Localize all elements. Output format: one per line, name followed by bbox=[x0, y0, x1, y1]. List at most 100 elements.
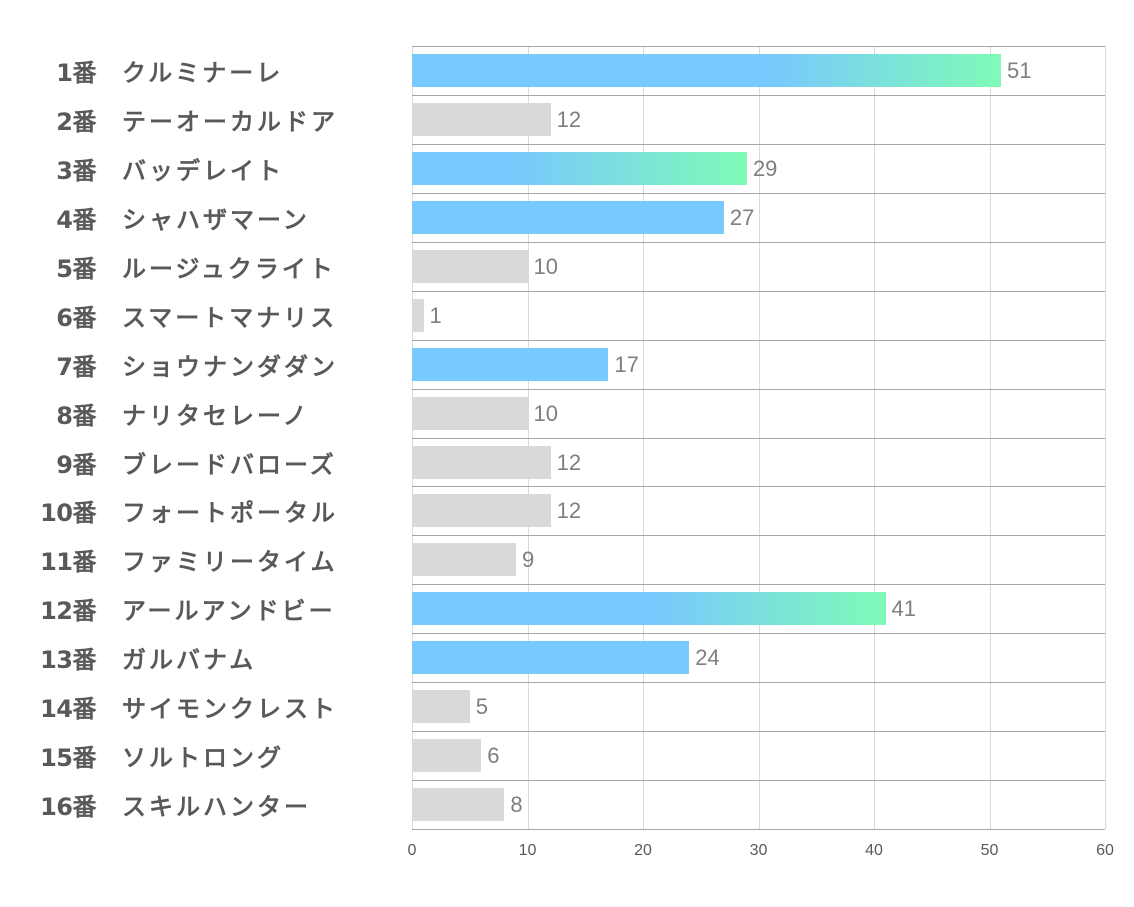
category-label: 1番 クルミナーレ bbox=[0, 46, 283, 95]
horse-number: 1番 bbox=[56, 59, 96, 87]
value-label: 41 bbox=[891, 596, 917, 622]
bar bbox=[412, 396, 528, 430]
row-separator bbox=[412, 46, 1105, 47]
horse-name: ファミリータイム bbox=[122, 548, 338, 577]
category-label: 7番 ショウナンダダン bbox=[0, 340, 338, 389]
category-label: 14番 サイモンクレスト bbox=[0, 682, 338, 731]
value-label: 10 bbox=[533, 253, 558, 279]
bar bbox=[412, 445, 551, 479]
bar bbox=[412, 347, 609, 381]
horse-name: テーオーカルドア bbox=[122, 107, 338, 136]
bar bbox=[412, 690, 470, 724]
horse-name: スキルハンター bbox=[122, 793, 311, 822]
bar bbox=[412, 200, 724, 234]
horse-name: ショウナンダダン bbox=[122, 352, 338, 381]
horse-name: フォートポータル bbox=[122, 499, 338, 528]
bar bbox=[412, 54, 1002, 87]
bar bbox=[412, 788, 505, 822]
horse-number: 7番 bbox=[56, 352, 96, 381]
row-separator bbox=[412, 388, 1105, 390]
horse-name: ガルバナム bbox=[122, 646, 257, 675]
gridline bbox=[874, 46, 875, 829]
category-label: 3番 バッデレイト bbox=[0, 144, 284, 193]
horse-name: ルージュクライト bbox=[122, 254, 336, 283]
value-label: 27 bbox=[729, 204, 755, 230]
horse-number: 2番 bbox=[56, 107, 96, 136]
bar bbox=[412, 494, 551, 528]
row-separator bbox=[412, 584, 1105, 586]
horse-name: バッデレイト bbox=[122, 156, 284, 185]
row-separator bbox=[412, 339, 1105, 341]
x-tick-label: 60 bbox=[1096, 842, 1114, 859]
row-separator bbox=[412, 682, 1105, 684]
horse-number: 3番 bbox=[56, 156, 96, 185]
gridline bbox=[527, 46, 529, 829]
gridline bbox=[989, 46, 991, 829]
row-separator bbox=[412, 143, 1105, 145]
row-separator bbox=[412, 290, 1105, 292]
horse-number: 14番 bbox=[40, 695, 96, 724]
row-separator bbox=[412, 829, 1105, 831]
value-label: 12 bbox=[556, 106, 582, 132]
value-label: 29 bbox=[752, 155, 778, 181]
x-tick-label: 10 bbox=[518, 842, 537, 859]
horse-name: クルミナーレ bbox=[122, 59, 284, 87]
value-label: 6 bbox=[487, 743, 500, 769]
gridline bbox=[1105, 46, 1106, 829]
bar bbox=[412, 151, 747, 185]
category-label: 4番 シャハザマーン bbox=[0, 193, 310, 242]
horse-name: ナリタセレーノ bbox=[122, 401, 310, 430]
bar bbox=[412, 592, 886, 626]
row-separator bbox=[412, 437, 1105, 439]
x-tick-label: 0 bbox=[407, 842, 417, 859]
bar bbox=[412, 543, 516, 577]
row-separator bbox=[412, 633, 1105, 635]
horse-number: 11番 bbox=[40, 548, 96, 577]
plot-area bbox=[412, 46, 1106, 831]
row-separator bbox=[412, 535, 1105, 537]
category-label: 10番 フォートポータル bbox=[0, 486, 338, 535]
row-separator bbox=[412, 486, 1105, 488]
bar bbox=[412, 641, 690, 675]
value-label: 1 bbox=[429, 302, 442, 328]
value-label: 24 bbox=[695, 645, 720, 671]
gridline bbox=[758, 46, 760, 829]
horse-number: 12番 bbox=[40, 597, 96, 626]
horse-number: 9番 bbox=[56, 450, 96, 479]
x-tick-label: 20 bbox=[634, 842, 652, 859]
row-separator bbox=[412, 241, 1105, 243]
value-label: 10 bbox=[533, 400, 558, 426]
bar bbox=[412, 102, 551, 136]
horse-name: スマートマナリス bbox=[122, 303, 338, 332]
horse-name: サイモンクレスト bbox=[122, 695, 338, 724]
category-label: 11番 ファミリータイム bbox=[0, 535, 338, 584]
bar bbox=[412, 249, 528, 283]
horse-number: 8番 bbox=[56, 401, 96, 430]
category-label: 8番 ナリタセレーノ bbox=[0, 389, 310, 438]
category-label: 13番 ガルバナム bbox=[0, 633, 256, 682]
horse-number: 13番 bbox=[40, 646, 96, 675]
row-separator bbox=[412, 94, 1105, 96]
x-tick-label: 40 bbox=[865, 842, 883, 859]
row-separator bbox=[412, 192, 1105, 194]
gridline bbox=[643, 46, 644, 829]
row-separator bbox=[412, 780, 1105, 782]
horse-name: ブレードバローズ bbox=[122, 450, 337, 479]
gridline bbox=[412, 46, 413, 829]
category-label: 12番 アールアンドビー bbox=[0, 584, 336, 633]
horse-number: 4番 bbox=[56, 205, 96, 234]
x-tick-label: 30 bbox=[749, 842, 768, 859]
value-label: 8 bbox=[510, 792, 523, 818]
horse-number: 15番 bbox=[40, 744, 96, 773]
category-label: 15番 ソルトロング bbox=[0, 731, 284, 780]
horse-number: 6番 bbox=[56, 303, 96, 332]
bar bbox=[412, 739, 482, 773]
horse-name: ソルトロング bbox=[122, 744, 284, 773]
category-label: 2番 テーオーカルドア bbox=[0, 95, 338, 144]
category-label: 5番 ルージュクライト bbox=[0, 242, 336, 291]
category-label: 6番 スマートマナリス bbox=[0, 291, 337, 340]
horse-number: 5番 bbox=[56, 254, 96, 283]
x-tick-label: 50 bbox=[980, 842, 999, 859]
value-label: 12 bbox=[556, 498, 582, 524]
